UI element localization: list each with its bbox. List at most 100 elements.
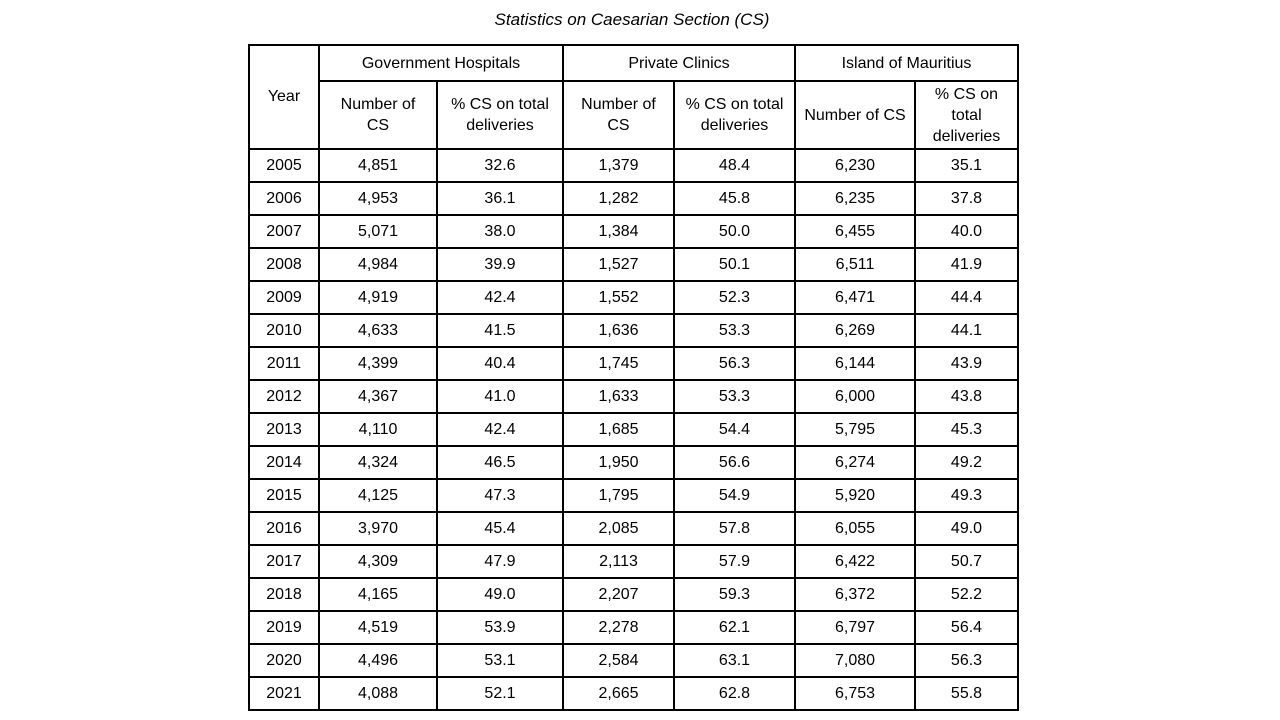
value-cell: 43.8 bbox=[914, 379, 1019, 414]
year-cell: 2011 bbox=[248, 346, 320, 381]
group-header: Island of Mauritius bbox=[794, 44, 1019, 82]
value-cell: 1,384 bbox=[562, 214, 675, 249]
value-cell: 50.1 bbox=[673, 247, 796, 282]
value-cell: 44.1 bbox=[914, 313, 1019, 348]
year-cell: 2013 bbox=[248, 412, 320, 447]
value-cell: 52.2 bbox=[914, 577, 1019, 612]
value-cell: 49.0 bbox=[436, 577, 564, 612]
column-header: Number of CS bbox=[318, 80, 438, 150]
year-cell: 2008 bbox=[248, 247, 320, 282]
value-cell: 47.9 bbox=[436, 544, 564, 579]
value-cell: 49.0 bbox=[914, 511, 1019, 546]
data-row: 2017 4,309 47.9 2,113 57.9 6,422 50.7 bbox=[248, 544, 1019, 579]
value-cell: 42.4 bbox=[436, 280, 564, 315]
value-cell: 1,745 bbox=[562, 346, 675, 381]
year-cell: 2017 bbox=[248, 544, 320, 579]
data-row: 2005 4,851 32.6 1,379 48.4 6,230 35.1 bbox=[248, 148, 1019, 183]
value-cell: 53.3 bbox=[673, 313, 796, 348]
value-cell: 1,685 bbox=[562, 412, 675, 447]
value-cell: 2,584 bbox=[562, 643, 675, 678]
value-cell: 4,851 bbox=[318, 148, 438, 183]
value-cell: 4,953 bbox=[318, 181, 438, 216]
value-cell: 1,282 bbox=[562, 181, 675, 216]
value-cell: 41.0 bbox=[436, 379, 564, 414]
value-cell: 7,080 bbox=[794, 643, 916, 678]
value-cell: 36.1 bbox=[436, 181, 564, 216]
value-cell: 6,455 bbox=[794, 214, 916, 249]
year-cell: 2015 bbox=[248, 478, 320, 513]
column-header: % CS on total deliveries bbox=[914, 80, 1019, 150]
value-cell: 50.0 bbox=[673, 214, 796, 249]
value-cell: 5,920 bbox=[794, 478, 916, 513]
value-cell: 6,144 bbox=[794, 346, 916, 381]
value-cell: 1,636 bbox=[562, 313, 675, 348]
value-cell: 54.4 bbox=[673, 412, 796, 447]
value-cell: 42.4 bbox=[436, 412, 564, 447]
data-row: 2021 4,088 52.1 2,665 62.8 6,753 55.8 bbox=[248, 676, 1019, 711]
value-cell: 4,399 bbox=[318, 346, 438, 381]
value-cell: 53.9 bbox=[436, 610, 564, 645]
value-cell: 37.8 bbox=[914, 181, 1019, 216]
value-cell: 56.6 bbox=[673, 445, 796, 480]
value-cell: 50.7 bbox=[914, 544, 1019, 579]
value-cell: 62.1 bbox=[673, 610, 796, 645]
subheader-row: Number of CS% CS on total deliveries Numb… bbox=[249, 80, 1019, 150]
value-cell: 44.4 bbox=[914, 280, 1019, 315]
value-cell: 4,633 bbox=[318, 313, 438, 348]
data-row: 2010 4,633 41.5 1,636 53.3 6,269 44.1 bbox=[248, 313, 1019, 348]
year-cell: 2019 bbox=[248, 610, 320, 645]
value-cell: 4,125 bbox=[318, 478, 438, 513]
header-row: Year Government Hospitals Private Clinics I… bbox=[248, 44, 1019, 150]
value-cell: 6,235 bbox=[794, 181, 916, 216]
value-cell: 53.3 bbox=[673, 379, 796, 414]
value-cell: 45.4 bbox=[436, 511, 564, 546]
value-cell: 1,379 bbox=[562, 148, 675, 183]
value-cell: 54.9 bbox=[673, 478, 796, 513]
value-cell: 52.3 bbox=[673, 280, 796, 315]
value-cell: 6,000 bbox=[794, 379, 916, 414]
value-cell: 4,496 bbox=[318, 643, 438, 678]
value-cell: 2,207 bbox=[562, 577, 675, 612]
value-cell: 4,165 bbox=[318, 577, 438, 612]
year-header: Year bbox=[248, 44, 320, 150]
value-cell: 41.9 bbox=[914, 247, 1019, 282]
value-cell: 59.3 bbox=[673, 577, 796, 612]
statistics-table: Year Government Hospitals Private Clinics I… bbox=[248, 44, 1019, 711]
data-row: 2016 3,970 45.4 2,085 57.8 6,055 49.0 bbox=[248, 511, 1019, 546]
value-cell: 49.2 bbox=[914, 445, 1019, 480]
value-cell: 3,970 bbox=[318, 511, 438, 546]
data-row: 2007 5,071 38.0 1,384 50.0 6,455 40.0 bbox=[248, 214, 1019, 249]
year-cell: 2018 bbox=[248, 577, 320, 612]
value-cell: 6,471 bbox=[794, 280, 916, 315]
data-row: 2018 4,165 49.0 2,207 59.3 6,372 52.2 bbox=[248, 577, 1019, 612]
data-row: 2015 4,125 47.3 1,795 54.9 5,920 49.3 bbox=[248, 478, 1019, 513]
value-cell: 55.8 bbox=[914, 676, 1019, 711]
value-cell: 41.5 bbox=[436, 313, 564, 348]
value-cell: 1,527 bbox=[562, 247, 675, 282]
value-cell: 2,113 bbox=[562, 544, 675, 579]
data-row: 2020 4,496 53.1 2,584 63.1 7,080 56.3 bbox=[248, 643, 1019, 678]
group-header: Private Clinics bbox=[562, 44, 796, 82]
value-cell: 63.1 bbox=[673, 643, 796, 678]
year-cell: 2010 bbox=[248, 313, 320, 348]
value-cell: 4,324 bbox=[318, 445, 438, 480]
value-cell: 45.3 bbox=[914, 412, 1019, 447]
year-cell: 2009 bbox=[248, 280, 320, 315]
value-cell: 45.8 bbox=[673, 181, 796, 216]
value-cell: 32.6 bbox=[436, 148, 564, 183]
column-header: Number of CS bbox=[794, 80, 916, 150]
value-cell: 62.8 bbox=[673, 676, 796, 711]
data-row: 2011 4,399 40.4 1,745 56.3 6,144 43.9 bbox=[248, 346, 1019, 381]
year-cell: 2020 bbox=[248, 643, 320, 678]
value-cell: 6,274 bbox=[794, 445, 916, 480]
value-cell: 56.4 bbox=[914, 610, 1019, 645]
value-cell: 6,372 bbox=[794, 577, 916, 612]
year-cell: 2006 bbox=[248, 181, 320, 216]
group-header: Government Hospitals bbox=[318, 44, 564, 82]
value-cell: 1,633 bbox=[562, 379, 675, 414]
data-row: 2006 4,953 36.1 1,282 45.8 6,235 37.8 bbox=[248, 181, 1019, 216]
value-cell: 4,088 bbox=[318, 676, 438, 711]
year-cell: 2014 bbox=[248, 445, 320, 480]
value-cell: 38.0 bbox=[436, 214, 564, 249]
